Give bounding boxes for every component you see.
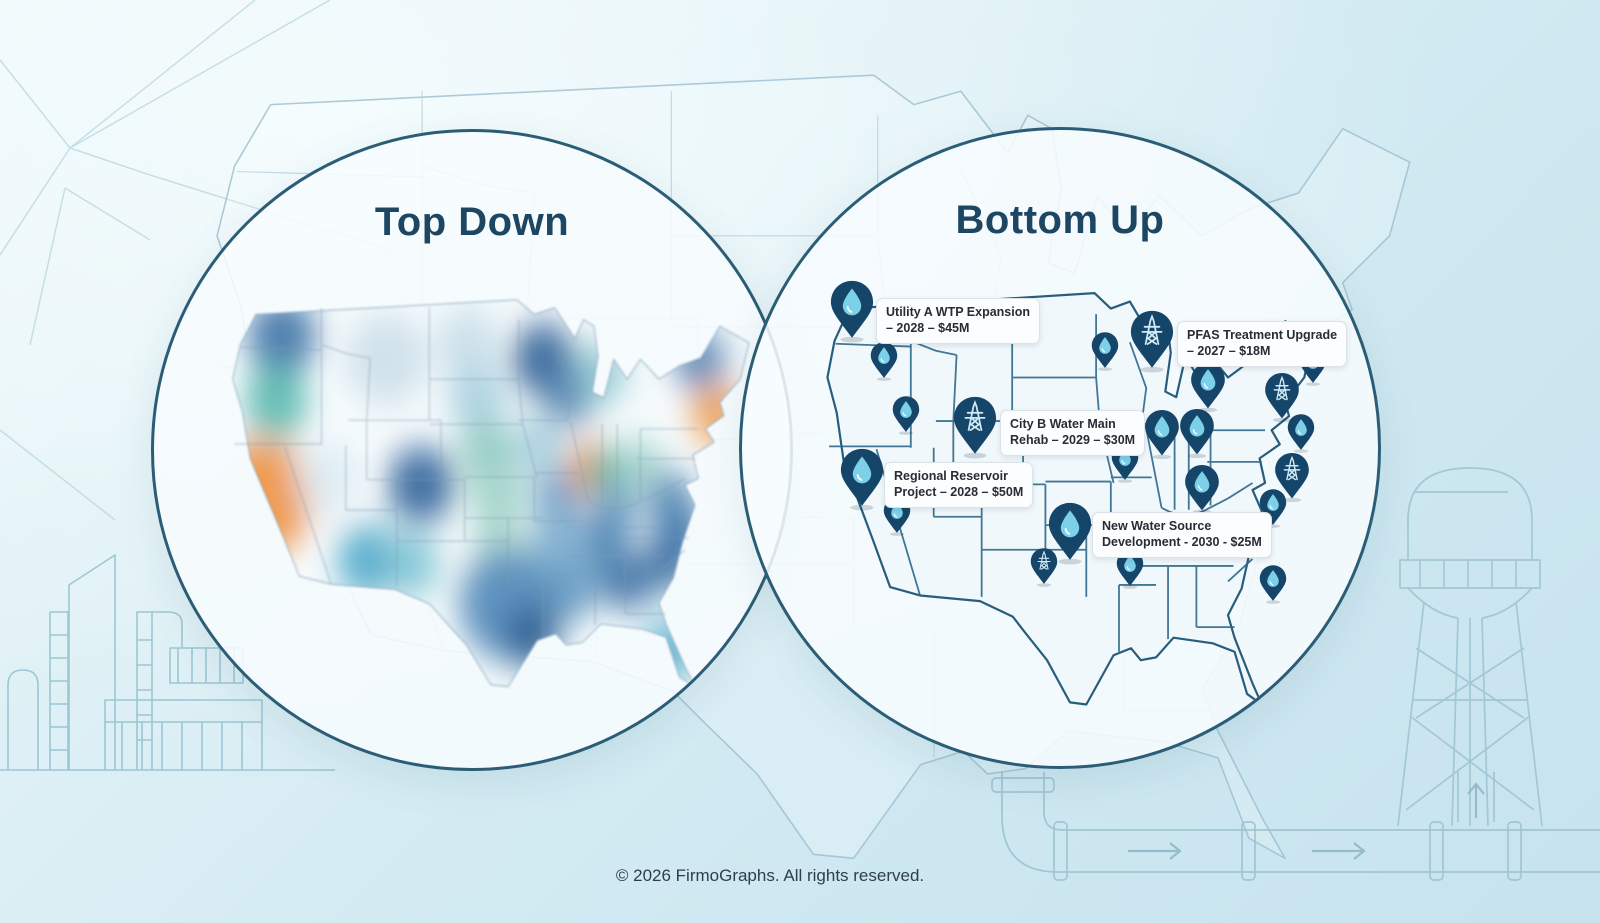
heat-blob	[512, 415, 565, 476]
footer-text: © 2026 FirmoGraphs. All rights reserved.	[615, 866, 925, 885]
heat-blob	[435, 306, 500, 380]
heat-blob	[381, 531, 440, 598]
heatmap-state-lines	[234, 308, 698, 637]
bottom-up-map	[792, 272, 1337, 708]
pipeline-line-art	[991, 772, 1600, 881]
heat-blob	[574, 342, 628, 403]
heat-blob	[532, 519, 579, 573]
top-down-heatmap	[232, 299, 750, 688]
heat-blob	[690, 385, 744, 446]
flow-arrow-icon	[1128, 782, 1485, 860]
heat-blob	[601, 551, 654, 611]
heat-blob	[647, 471, 694, 525]
heat-blob	[232, 440, 313, 557]
bottom-up-title: Bottom Up	[955, 198, 1165, 242]
heat-blob	[296, 442, 361, 515]
heat-blob	[673, 329, 726, 390]
bottom-up-circle: Bottom Up	[739, 127, 1381, 769]
heat-blob	[387, 446, 455, 524]
heat-blob-group	[232, 299, 744, 683]
heat-blob	[448, 364, 507, 431]
heat-blob	[469, 465, 526, 529]
heat-blob	[345, 313, 427, 406]
heat-blob	[247, 299, 317, 376]
network-lines	[0, 0, 391, 521]
top-down-circle: Top Down	[151, 129, 793, 771]
heat-blob	[615, 438, 662, 492]
water-tower-line-art	[1397, 467, 1543, 827]
heat-blob	[567, 551, 614, 605]
heat-blob	[244, 365, 309, 439]
top-down-title: Top Down	[374, 200, 570, 244]
